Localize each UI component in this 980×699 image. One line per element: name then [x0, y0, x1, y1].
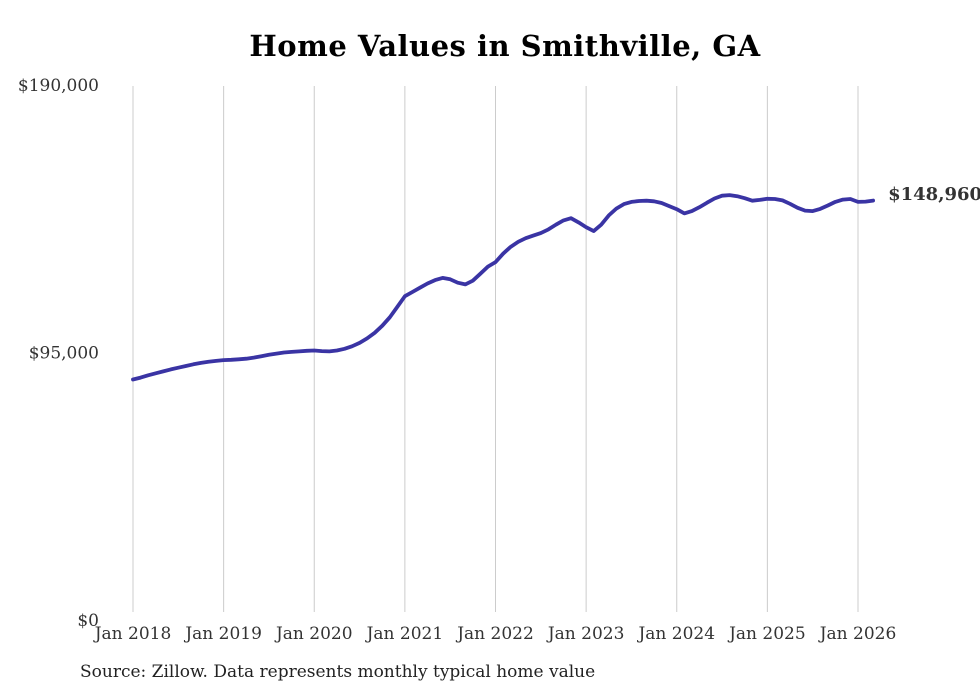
x-tick-label: Jan 2024	[636, 624, 715, 644]
x-tick-label: Jan 2020	[274, 624, 353, 644]
chart-title: Home Values in Smithville, GA	[249, 29, 761, 63]
y-tick-label: $0	[77, 611, 99, 631]
source-note: Source: Zillow. Data represents monthly …	[80, 662, 596, 682]
x-tick-label: Jan 2026	[818, 624, 897, 644]
series-lines	[131, 193, 875, 382]
x-tick-label: Jan 2018	[93, 624, 172, 644]
x-tick-label: Jan 2025	[727, 624, 806, 644]
x-tick-label: Jan 2023	[546, 624, 625, 644]
home-value-line	[131, 193, 875, 382]
gridlines	[132, 86, 859, 612]
y-tick-label: $190,000	[18, 76, 99, 96]
x-tick-label: Jan 2021	[365, 624, 444, 644]
x-axis-labels: Jan 2018 Jan 2019 Jan 2020 Jan 2021 Jan 2022…	[93, 624, 897, 644]
y-axis-labels: $0 $95,000 $190,000	[18, 76, 99, 631]
x-tick-label: Jan 2019	[183, 624, 262, 644]
latest-value-label: $148,960	[888, 184, 980, 205]
x-tick-label: Jan 2022	[455, 624, 534, 644]
y-tick-label: $95,000	[29, 344, 99, 364]
